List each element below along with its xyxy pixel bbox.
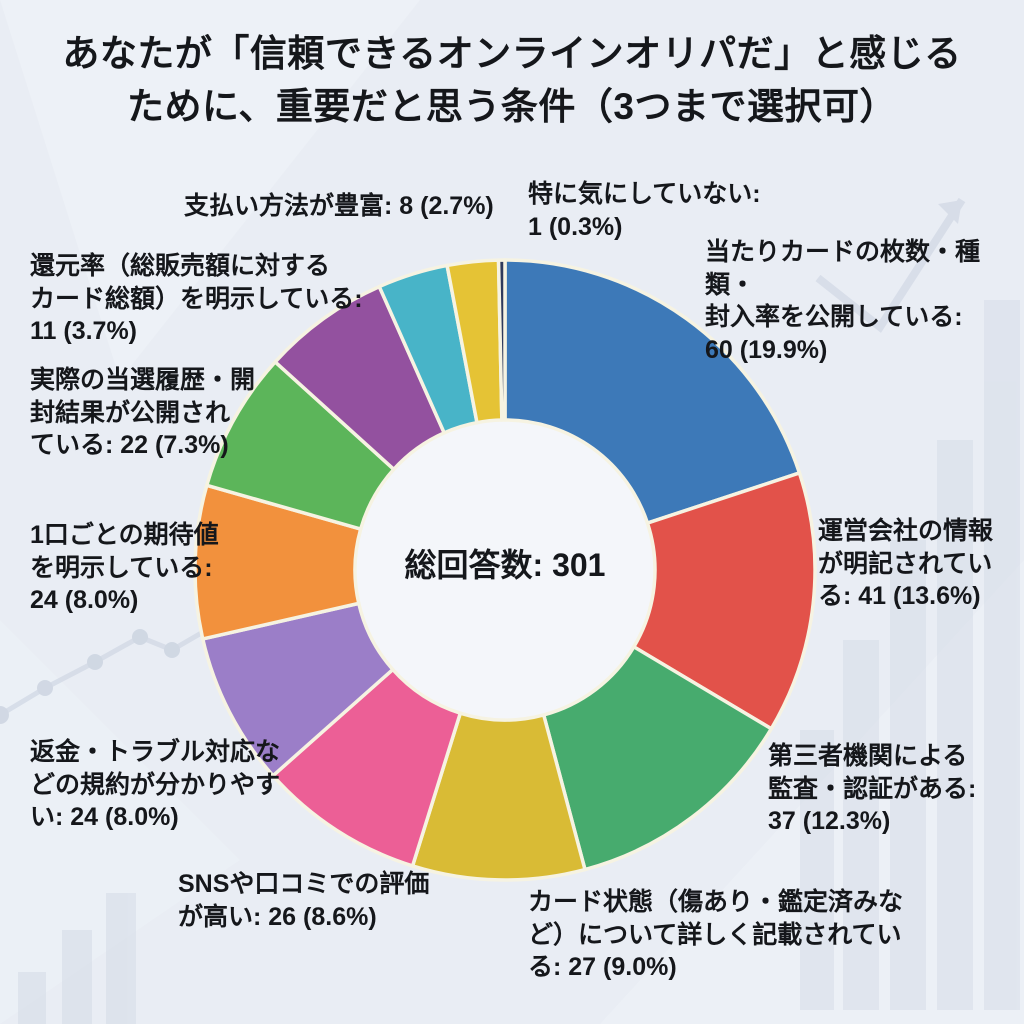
slice-label-no-particular-concern: 特に気にしていない: 1 (0.3%) bbox=[528, 180, 761, 241]
slice-label-payment-methods: 支払い方法が豊富: 8 (2.7%) bbox=[184, 192, 494, 220]
pie-slice-third-party-audit bbox=[541, 645, 774, 872]
paper-facet bbox=[0, 620, 240, 1024]
slice-label-card-condition-details: カード状態（傷あり・鑑定済みな ど）について詳しく記載されてい る: 27 (9… bbox=[528, 888, 904, 981]
pie-slice-operator-info-listed bbox=[632, 471, 817, 731]
slice-label-sns-reviews: SNSや口コミでの評価 が高い: 26 (8.6%) bbox=[178, 870, 430, 931]
slice-label-third-party-audit: 第三者機関による 監査・認証がある: 37 (12.3%) bbox=[768, 742, 977, 835]
trend-arrow-icon bbox=[815, 197, 966, 333]
donut-center-total: 総回答数: 301 bbox=[404, 547, 606, 583]
slice-label-refund-terms-clear: 返金・トラブル対応な どの規約が分かりやす い: 24 (8.0%) bbox=[30, 738, 281, 831]
slice-label-expected-value-shown: 1口ごとの期待値 を明示している: 24 (8.0%) bbox=[30, 521, 219, 614]
bar-chart-watermark bbox=[800, 300, 1020, 1010]
donut-hole bbox=[315, 380, 695, 760]
slice-label-win-history-published: 実際の当選履歴・開 封結果が公開され ている: 22 (7.3%) bbox=[30, 366, 256, 459]
paper-facet bbox=[0, 0, 420, 380]
corner-bars-watermark bbox=[18, 893, 136, 1024]
slice-label-return-rate-shown: 還元率（総販売額に対する カード総額）を明示している: 11 (3.7%) bbox=[30, 252, 363, 345]
chart-title: あなたが「信頼できるオンラインオリパだ」と感じる ために、重要だと思う条件（3つ… bbox=[62, 33, 962, 127]
slice-label-operator-info-listed: 運営会社の情報 が明記されてい る: 41 (13.6%) bbox=[818, 517, 994, 610]
pie-slice-hit-card-counts-published bbox=[503, 258, 802, 525]
slice-label-hit-card-counts-published: 当たりカードの枚数・種類・ 封入率を公開している: 60 (19.9%) bbox=[705, 238, 981, 364]
pie-slice-no-particular-concern bbox=[496, 258, 507, 422]
